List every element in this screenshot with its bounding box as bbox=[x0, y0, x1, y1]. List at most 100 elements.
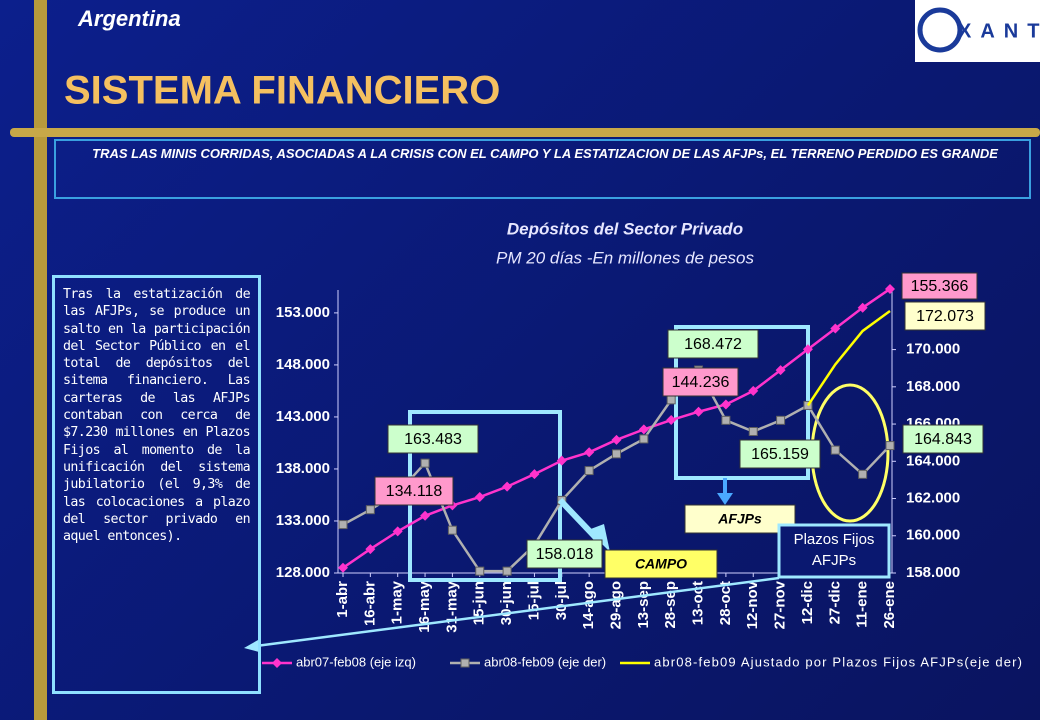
annotation-box bbox=[387, 424, 479, 454]
arrow-head bbox=[717, 493, 733, 505]
marker bbox=[748, 385, 759, 396]
marker bbox=[420, 510, 431, 521]
annotation-box bbox=[902, 424, 984, 454]
gold-bar bbox=[10, 128, 1040, 137]
marker bbox=[857, 302, 868, 313]
marker bbox=[721, 415, 731, 425]
marker bbox=[474, 492, 485, 503]
legend-marker bbox=[272, 658, 282, 668]
marker bbox=[666, 395, 676, 405]
marker bbox=[693, 406, 704, 417]
arrow-head bbox=[588, 524, 610, 552]
y-tick-label: 133.000 bbox=[276, 512, 330, 529]
annotation: 144.236 bbox=[672, 374, 730, 391]
logo: XANTE bbox=[958, 20, 1040, 42]
y2-tick-label: 162.000 bbox=[906, 489, 960, 506]
annotation: 158.018 bbox=[536, 546, 594, 563]
marker bbox=[447, 525, 457, 535]
annotation: 155.366 bbox=[911, 278, 969, 295]
marker bbox=[776, 415, 786, 425]
marker bbox=[420, 458, 430, 468]
annotation: 168.472 bbox=[684, 336, 742, 353]
x-tick-label: 29-ago bbox=[607, 581, 624, 629]
legend-marker bbox=[460, 658, 470, 668]
marker bbox=[338, 520, 348, 530]
marker bbox=[830, 445, 840, 455]
legend-label: abr08-feb09 Ajustado por Plazos Fijos AF… bbox=[654, 654, 1022, 669]
annotation-box bbox=[739, 439, 821, 469]
arrow-head bbox=[244, 640, 259, 652]
marker bbox=[365, 505, 375, 515]
subtitle-box bbox=[54, 139, 1031, 199]
annotation: 172.073 bbox=[916, 308, 974, 325]
legend-label: abr07-feb08 (eje izq) bbox=[296, 654, 416, 669]
y-tick-label: 128.000 bbox=[276, 564, 330, 581]
annotation: CAMPO bbox=[635, 556, 687, 572]
marker bbox=[584, 447, 595, 458]
x-tick-label: 12-dic bbox=[799, 581, 816, 624]
series-line bbox=[806, 309, 891, 407]
gold-bar bbox=[34, 0, 47, 720]
annotation-box bbox=[526, 539, 603, 569]
x-tick-label: 26-ene bbox=[881, 581, 898, 629]
annotation-box bbox=[667, 329, 759, 359]
x-tick-label: 13-oct bbox=[690, 581, 707, 625]
x-tick-label: 30-jul bbox=[553, 581, 570, 620]
annotation: 134.118 bbox=[386, 483, 443, 500]
marker bbox=[584, 466, 594, 476]
y2-tick-label: 160.000 bbox=[906, 527, 960, 544]
highlight-ellipse bbox=[810, 383, 890, 523]
logo-ring bbox=[917, 7, 963, 53]
marker bbox=[639, 434, 649, 444]
x-tick-label: 15-jun bbox=[471, 581, 488, 625]
y-tick-label: 153.000 bbox=[276, 304, 330, 321]
y-tick-label: 138.000 bbox=[276, 460, 330, 477]
marker bbox=[748, 427, 758, 436]
marker bbox=[502, 481, 513, 492]
annotation: Plazos Fijos AFJPs bbox=[793, 531, 875, 569]
y-tick-label: 143.000 bbox=[276, 408, 330, 425]
marker bbox=[338, 562, 348, 573]
marker bbox=[885, 441, 895, 451]
x-tick-label: 16-abr bbox=[361, 581, 378, 626]
annotation-box bbox=[604, 549, 718, 579]
annotation-box bbox=[777, 523, 891, 579]
x-tick-label: 1-abr bbox=[334, 581, 351, 618]
marker bbox=[638, 424, 649, 435]
marker bbox=[611, 434, 622, 445]
annotation: AFJPs bbox=[717, 511, 762, 527]
marker bbox=[529, 469, 540, 480]
x-tick-label: 15-jul bbox=[525, 581, 542, 620]
x-tick-label: 16-may bbox=[416, 580, 433, 632]
y-tick-label: 148.000 bbox=[276, 356, 330, 373]
title: SISTEMA FINANCIERO bbox=[64, 69, 500, 113]
annotation-box bbox=[662, 367, 739, 397]
marker bbox=[666, 415, 677, 426]
x-tick-label: 28-sep bbox=[662, 581, 679, 629]
marker bbox=[392, 526, 403, 537]
chart-title: Depósitos del Sector Privado bbox=[507, 219, 743, 238]
chart-subtitle: PM 20 días -En millones de pesos bbox=[496, 248, 754, 267]
annotation-box bbox=[904, 301, 986, 331]
y2-tick-label: 158.000 bbox=[906, 564, 960, 581]
marker bbox=[475, 566, 485, 576]
annotation-wrap: Plazos Fijos AFJPs bbox=[793, 531, 875, 569]
marker bbox=[612, 449, 621, 459]
marker bbox=[802, 344, 813, 355]
y2-tick-label: 164.000 bbox=[906, 452, 960, 469]
x-tick-label: 1-may bbox=[389, 580, 406, 624]
x-tick-label: 30-jun bbox=[498, 581, 515, 625]
x-tick-label: 12-nov bbox=[744, 580, 761, 629]
marker bbox=[858, 469, 868, 479]
x-tick-label: 11-ene bbox=[854, 581, 871, 628]
x-tick-label: 27-nov bbox=[772, 580, 789, 629]
marker bbox=[556, 455, 567, 466]
annotation-box bbox=[684, 504, 796, 534]
y2-tick-label: 168.000 bbox=[906, 378, 960, 395]
sidebar: Tras la estatización de las AFJPs, se pr… bbox=[52, 275, 261, 694]
x-tick-label: 14-ago bbox=[580, 581, 597, 629]
marker bbox=[830, 323, 841, 334]
marker bbox=[775, 365, 786, 376]
